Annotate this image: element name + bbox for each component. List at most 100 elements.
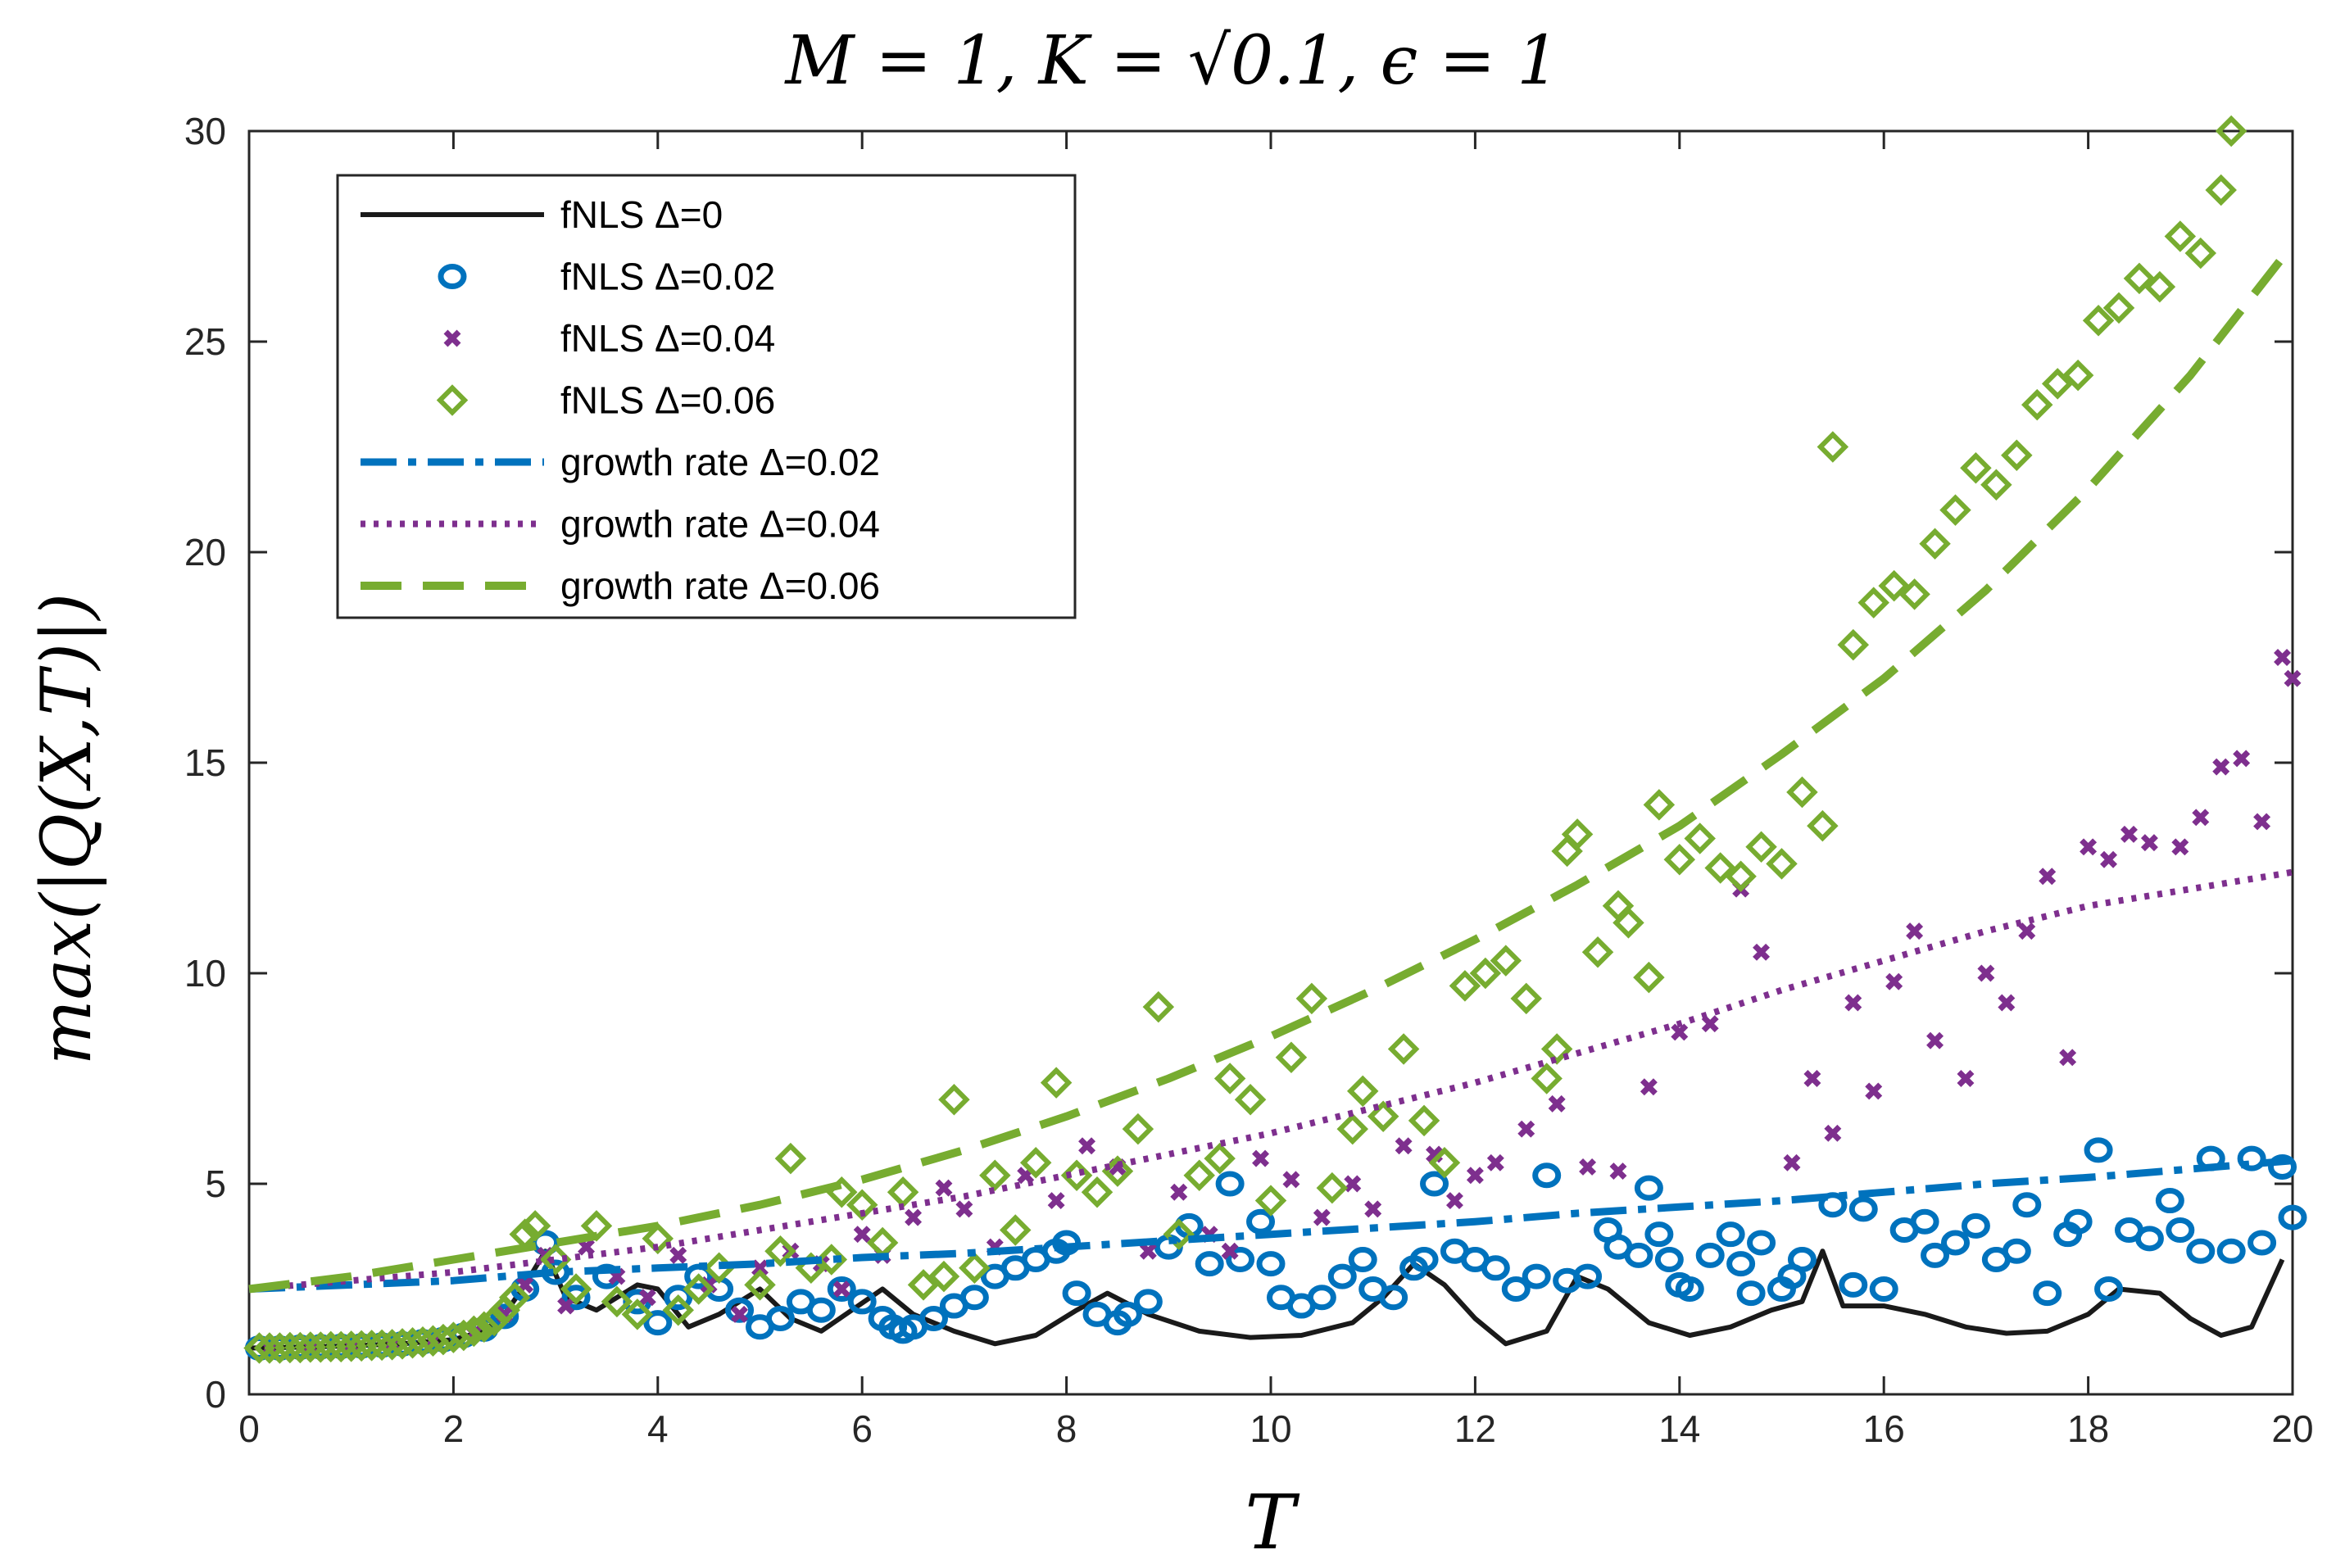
data-point [2002,1238,2031,1264]
data-point [1367,1100,1399,1133]
data-point [1466,1167,1484,1185]
data-point [1113,1301,1142,1327]
data-point [2186,1238,2216,1264]
data-point [274,1331,306,1364]
data-point [1939,494,1971,526]
legend-label: fNLS Δ=0.04 [560,317,775,360]
data-point [1725,860,1757,893]
data-point [2082,305,2115,337]
y-tick-label: 25 [184,320,226,363]
data-point [1078,1137,1096,1155]
data-point [1133,1289,1163,1315]
data-point [2063,1208,2093,1235]
data-point [2215,115,2247,147]
data-point [935,1179,953,1197]
legend-item: fNLS Δ=0 [361,193,723,236]
data-point [1282,1171,1300,1189]
data-point [1753,943,1771,961]
data-point [1081,1176,1114,1208]
data-point [846,1189,878,1221]
data-point [1817,431,1849,463]
legend-item: growth rate Δ=0.06 [361,564,880,607]
data-point [2134,1226,2164,1252]
data-point [1170,1183,1188,1201]
series-layer [243,115,2307,1364]
data-point [827,1276,856,1302]
data-point [1818,1192,1848,1218]
data-point [294,1331,327,1363]
data-point [315,1330,347,1363]
data-point [1885,972,1903,990]
data-point [751,1259,769,1277]
data-point [1226,1247,1255,1273]
data-point [2094,1276,2124,1302]
data-point [519,1210,551,1242]
data-point [1957,1070,1975,1087]
data-point [2012,1192,2042,1218]
data-point [1346,1075,1379,1108]
data-point [1387,1033,1420,1065]
data-point [2184,237,2217,270]
data-point [1428,1147,1461,1179]
data-point [847,1289,877,1315]
x-tick-label: 16 [1863,1407,1905,1450]
data-point [1747,1230,1776,1256]
legend-item: fNLS Δ=0.06 [436,379,775,422]
data-point [2120,825,2138,843]
data-point [1254,1185,1287,1217]
data-point [1215,1171,1245,1197]
data-point [959,1252,991,1285]
data-point [1040,1067,1073,1099]
data-point [1336,1113,1369,1145]
data-point [1612,907,1644,939]
data-point [1395,1137,1413,1155]
data-point [1490,945,1522,977]
data-point [490,1303,519,1330]
data-point [1704,852,1736,884]
data-point [1786,776,1818,809]
data-point [774,1142,807,1175]
data-point [1409,1247,1439,1273]
data-point [1695,1242,1725,1268]
data-point [1122,1113,1154,1145]
data-point [2018,922,2036,940]
data-point [2274,649,2292,666]
y-tick-label: 0 [205,1373,226,1416]
legend-swatch [438,264,467,289]
data-point [1940,1230,1970,1256]
data-point [561,1285,591,1311]
series-line [248,1157,2293,1293]
x-tick-label: 14 [1658,1407,1700,1450]
data-point [918,1305,948,1331]
data-point [1921,1242,1950,1268]
legend-label: growth rate Δ=0.04 [560,503,880,546]
data-point [284,1331,316,1364]
data-point [638,1289,656,1307]
y-tick-label: 20 [184,531,226,573]
data-point [1919,528,1951,560]
x-tick-label: 4 [647,1407,669,1450]
data-point [447,1319,480,1352]
data-point [731,1305,749,1323]
data-point [2278,1204,2307,1230]
x-tick-label: 0 [238,1407,260,1450]
legend-items: fNLS Δ=0 fNLS Δ=0.02 fNLS Δ=0.04 fNLS Δ=0.0… [361,193,880,607]
data-point [955,1200,973,1218]
data-point [1183,1159,1215,1191]
y-tick-label: 5 [205,1162,226,1205]
data-point [2021,388,2053,421]
data-point [1977,964,1995,982]
legend: fNLS Δ=0 fNLS Δ=0.02 fNLS Δ=0.04 fNLS Δ=0.0… [336,174,1077,619]
data-point [1869,1276,1898,1302]
data-point [1573,1263,1603,1289]
y-tick-label: 10 [184,952,226,995]
data-point [1408,1104,1440,1137]
series-5 [248,868,2293,1293]
data-point [1195,1251,1224,1277]
data-point [2033,1280,2062,1307]
data-point [1531,1063,1563,1094]
data-point [1865,1082,1883,1100]
data-point [1540,1033,1573,1065]
data-point [744,1269,776,1301]
legend-item: growth rate Δ=0.02 [361,441,880,483]
